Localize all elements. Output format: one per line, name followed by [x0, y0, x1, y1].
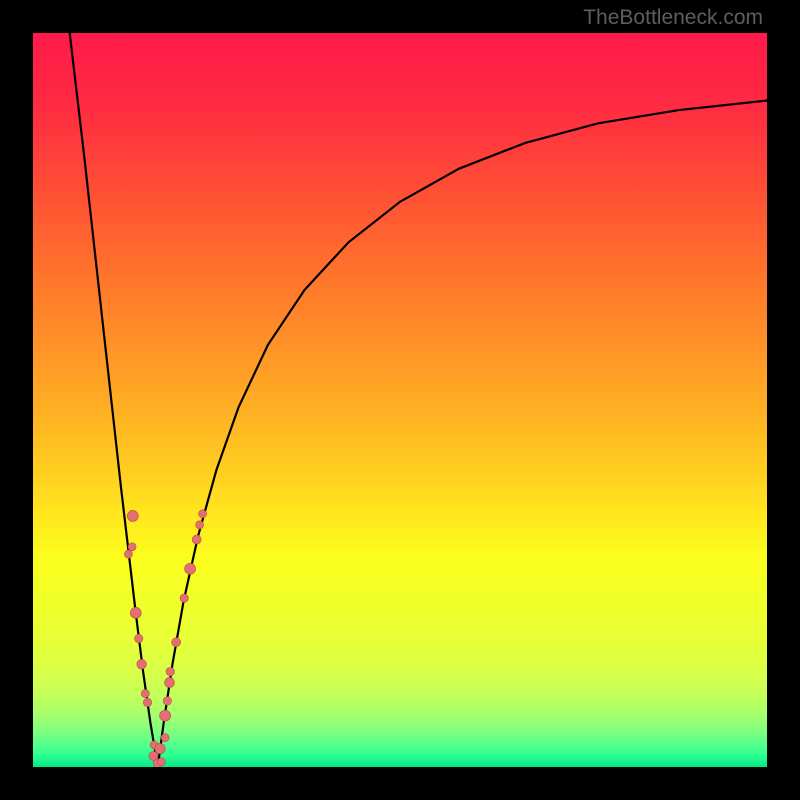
data-point [199, 510, 207, 518]
data-point [192, 535, 201, 544]
frame-border-bottom [0, 767, 800, 800]
data-point [134, 634, 142, 642]
data-point [161, 734, 169, 742]
data-point [143, 698, 151, 706]
data-point [124, 550, 132, 558]
data-point [166, 667, 174, 675]
data-point [196, 521, 204, 529]
data-point [157, 758, 165, 766]
data-point [128, 543, 136, 551]
data-point [180, 594, 188, 602]
bottleneck-curve-left [70, 33, 158, 767]
data-point [141, 690, 149, 698]
data-point [185, 563, 196, 574]
data-point [172, 638, 181, 647]
data-point [127, 510, 138, 521]
data-point [155, 743, 165, 753]
data-point [137, 659, 147, 669]
bottleneck-curve-right [158, 101, 767, 767]
data-point [163, 697, 171, 705]
data-point [160, 710, 171, 721]
frame-border-right [767, 0, 800, 800]
watermark-text: TheBottleneck.com [583, 6, 763, 30]
chart-container: TheBottleneck.com [0, 0, 800, 800]
data-point [130, 607, 141, 618]
frame-border-left [0, 0, 33, 800]
plot-area [33, 33, 767, 767]
chart-svg [33, 33, 767, 767]
data-point [165, 678, 175, 688]
